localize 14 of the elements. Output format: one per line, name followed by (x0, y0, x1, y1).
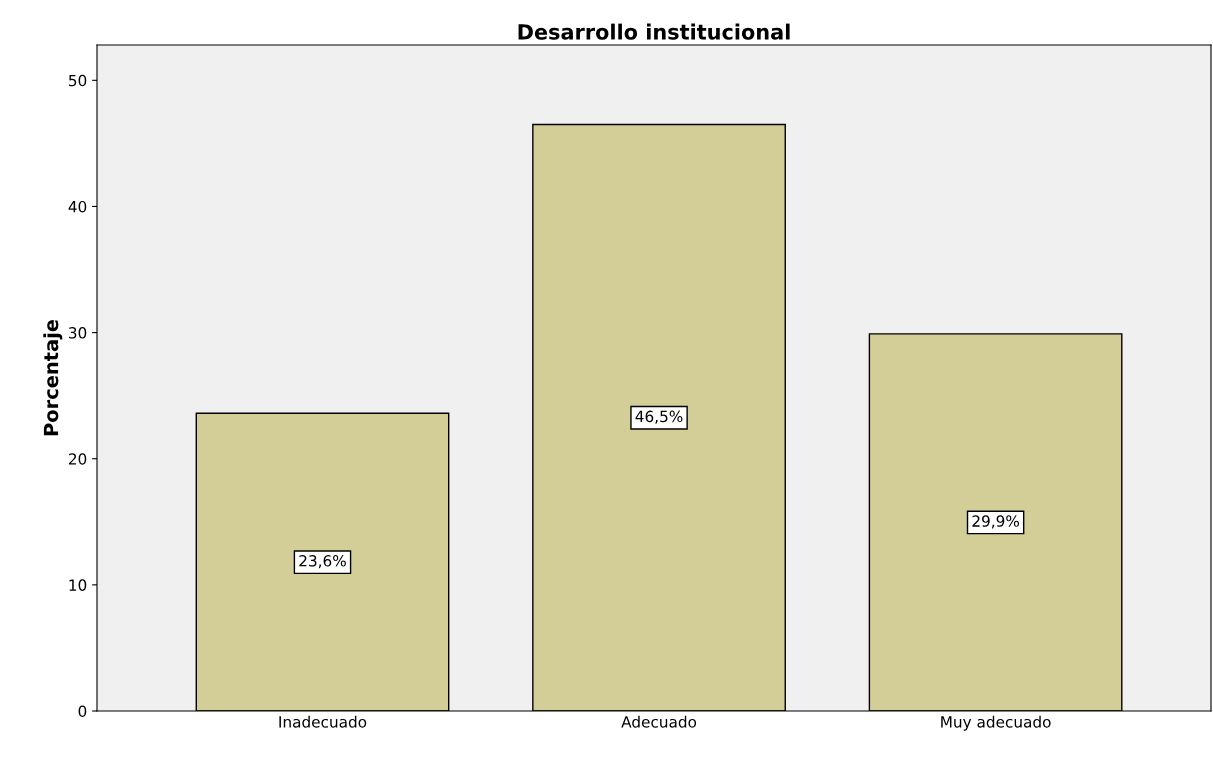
y-tick-label: 10 (69, 579, 87, 591)
y-tick-label: 40 (68, 200, 87, 213)
data-label: 46,5% (635, 410, 683, 424)
y-tick-label: 0 (78, 705, 87, 718)
y-tick-label: 30 (69, 327, 87, 339)
x-tick-label: Inadecuado (279, 715, 367, 728)
data-label: 23,6% (299, 555, 346, 569)
y-tick-label: 20 (68, 453, 87, 465)
y-tick-label: 50 (69, 74, 87, 87)
x-tick-label: Adecuado (621, 715, 697, 728)
data-label: 29,9% (972, 515, 1020, 529)
y-axis-title: Porcentaje (43, 319, 63, 436)
chart-title: Desarrollo institucional (518, 23, 790, 40)
x-tick-label: Muy adecuado (941, 715, 1051, 731)
